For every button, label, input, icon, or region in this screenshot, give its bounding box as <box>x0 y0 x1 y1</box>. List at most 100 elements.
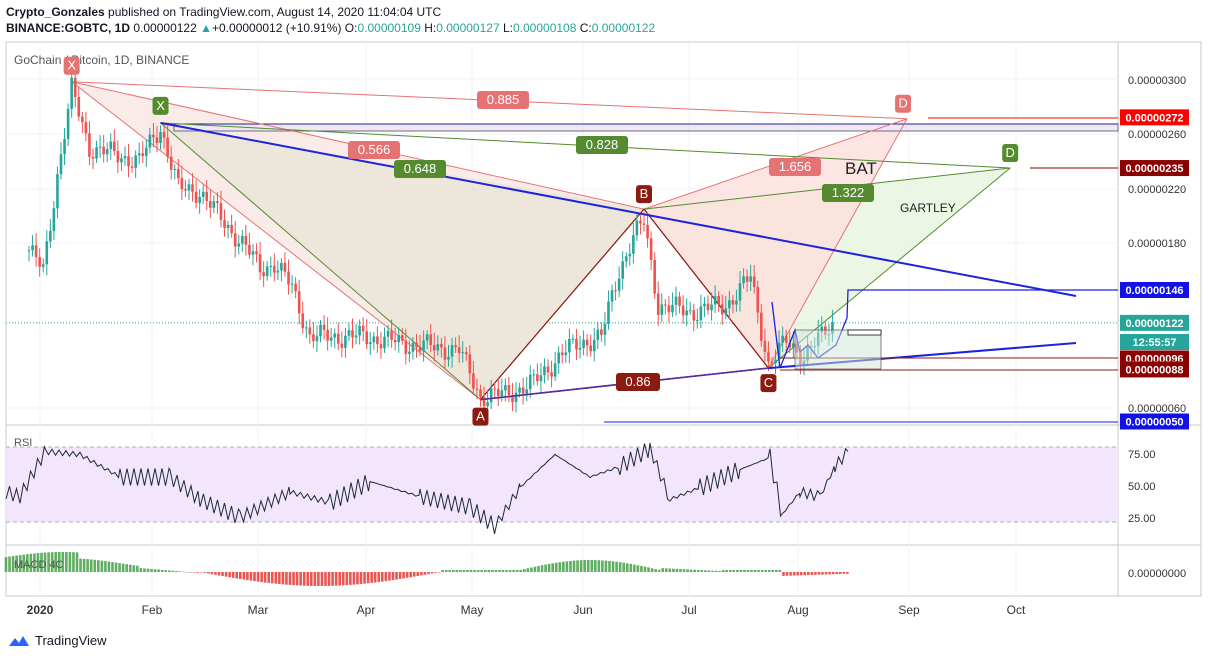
candle-body <box>585 339 589 346</box>
macd-bar <box>349 572 352 585</box>
price-change: +0.00000012 (+10.91%) <box>212 21 342 35</box>
candle-body <box>578 347 582 350</box>
point-d-bat: D <box>895 94 912 113</box>
x-label-jul: Jul <box>681 603 696 617</box>
point-c-text: C <box>764 375 773 390</box>
candle-body <box>752 276 756 287</box>
candle-body <box>504 385 507 391</box>
candle-body <box>415 342 418 348</box>
candle-body <box>653 259 656 294</box>
macd-bar <box>359 572 363 585</box>
macd-bar <box>537 565 540 572</box>
candle-body <box>706 303 710 311</box>
macd-bar <box>725 570 728 572</box>
macd-bar <box>4 557 8 572</box>
macd-bar <box>810 572 814 575</box>
macd-bar <box>356 572 359 585</box>
tradingview-logo[interactable]: TradingView <box>8 633 107 648</box>
macd-bar <box>107 561 111 572</box>
macd-bar <box>789 572 792 576</box>
macd-bar <box>775 570 778 572</box>
last-price: 0.00000122 <box>133 21 197 35</box>
candle-body <box>393 339 397 343</box>
candle-body <box>354 335 358 338</box>
macd-bar <box>831 572 835 575</box>
rsi-tick-75: 75.00 <box>1128 449 1156 461</box>
ratio-0-566-bg <box>348 141 400 159</box>
macd-bar <box>72 552 75 572</box>
rsi-line <box>5 442 849 535</box>
macd-bar <box>586 560 590 572</box>
candle-body <box>461 352 465 354</box>
macd-bar <box>256 572 260 582</box>
macd-bar <box>796 572 799 576</box>
harmonic-patterns[interactable] <box>71 81 1119 401</box>
macd-bar <box>97 560 100 572</box>
candle-body <box>436 344 440 351</box>
candle-body <box>379 344 383 349</box>
macd-bar <box>622 562 625 572</box>
candle-body <box>610 290 614 302</box>
candle-body <box>276 270 280 273</box>
candle-body <box>212 201 216 208</box>
symbol-name: BINANCE:GOBTC, 1D <box>6 21 131 35</box>
macd-bar <box>239 572 242 580</box>
macd-bar <box>114 562 118 572</box>
macd-bar <box>714 570 718 572</box>
macd-bar <box>168 570 171 572</box>
macd-bar <box>231 572 235 578</box>
candle-body <box>418 347 422 352</box>
macd-bar <box>68 552 72 572</box>
macd-bar <box>185 571 189 573</box>
macd-bar <box>157 569 160 572</box>
macd-tick-zero: 0.00000000 <box>1128 568 1186 580</box>
point-d-bat-bg <box>895 94 912 113</box>
candle-body <box>639 220 642 224</box>
macd-bar <box>278 572 281 585</box>
candle-body <box>52 208 56 231</box>
macd-bar <box>89 559 93 572</box>
point-x-gartley: X <box>152 96 169 115</box>
macd-bar <box>224 572 228 577</box>
macd-bar <box>388 572 391 581</box>
candle-body <box>411 342 415 352</box>
macd-bar <box>203 572 207 573</box>
point-x-bat-bg <box>63 56 80 75</box>
macd-bar <box>501 570 505 572</box>
candle-body <box>66 108 70 139</box>
price-label-bg <box>1120 109 1189 126</box>
candle-body <box>468 354 472 374</box>
macd-bar <box>743 570 746 572</box>
ratio-0-648-text: 0.648 <box>404 161 437 176</box>
candle-body <box>582 339 585 348</box>
candle-body <box>258 254 262 273</box>
macd-bar <box>391 572 395 581</box>
candle-body <box>145 147 148 156</box>
candle-body <box>539 375 543 382</box>
candle-body <box>269 265 273 267</box>
candle-body <box>724 308 728 315</box>
candle-body <box>390 330 393 340</box>
candle-body <box>237 243 241 247</box>
candle-body <box>361 325 365 332</box>
macd-bar <box>817 572 821 575</box>
author-name[interactable]: Crypto_Gonzales <box>6 5 105 19</box>
candle-body <box>38 257 41 267</box>
candle-body <box>521 387 525 394</box>
candle-body <box>457 347 461 354</box>
candle-body <box>720 304 724 315</box>
price-label-text: 0.00000088 <box>1125 364 1183 376</box>
macd-bar <box>483 570 487 572</box>
candle-body <box>767 351 770 362</box>
macd-bar <box>515 570 519 572</box>
candle-body <box>319 324 322 337</box>
candle-body <box>671 304 674 313</box>
ratio-0-86: 0.86 <box>616 373 660 391</box>
price-tick-300: 0.00000300 <box>1128 75 1186 87</box>
candle-body <box>728 300 731 309</box>
macd-bar <box>43 552 47 572</box>
candle-body <box>696 320 699 322</box>
candle-body <box>159 131 162 143</box>
x-label-apr: Apr <box>357 603 376 617</box>
